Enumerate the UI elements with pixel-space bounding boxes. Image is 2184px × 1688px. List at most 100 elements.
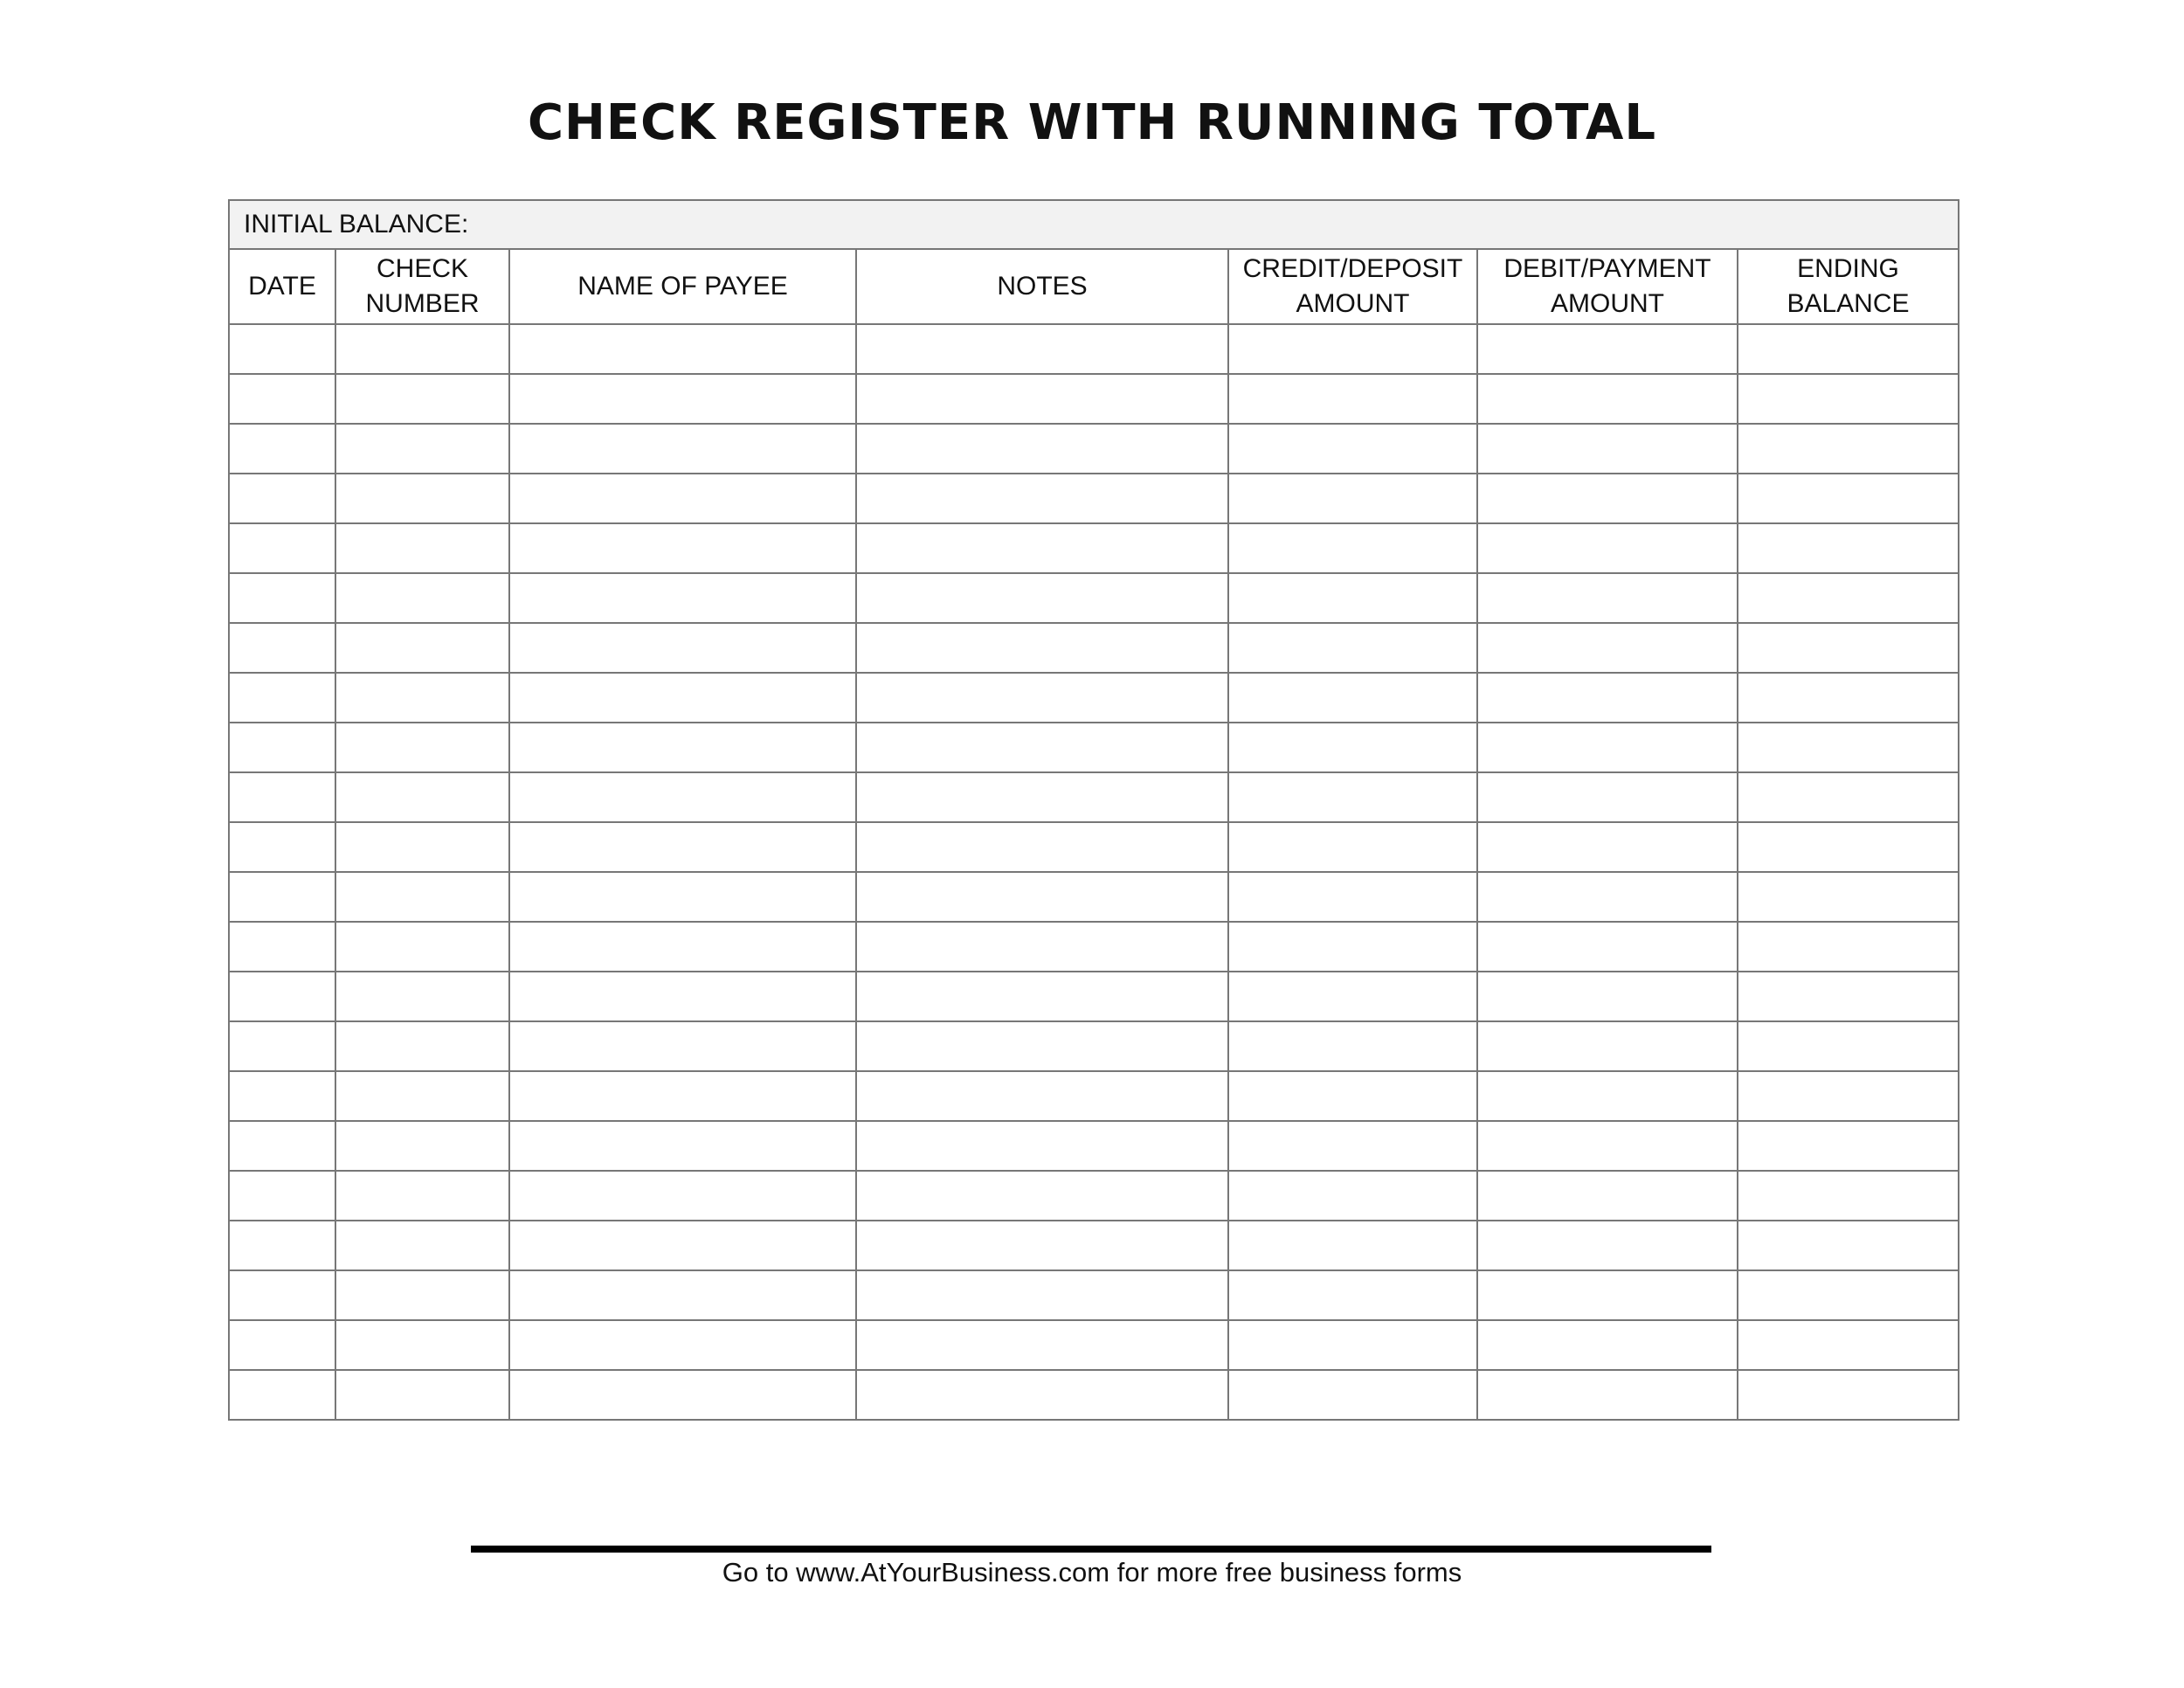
table-cell[interactable]: [1736, 1070, 1960, 1122]
table-cell[interactable]: [335, 821, 510, 873]
table-cell[interactable]: [508, 323, 857, 375]
table-cell[interactable]: [855, 1319, 1229, 1371]
table-cell[interactable]: [1736, 871, 1960, 923]
table-cell[interactable]: [1476, 821, 1738, 873]
table-cell[interactable]: [855, 1070, 1229, 1122]
table-cell[interactable]: [335, 722, 510, 773]
table-cell[interactable]: [335, 622, 510, 674]
table-cell[interactable]: [1736, 572, 1960, 624]
table-cell[interactable]: [1227, 1220, 1478, 1271]
table-cell[interactable]: [228, 373, 336, 425]
table-cell[interactable]: [855, 622, 1229, 674]
table-cell[interactable]: [228, 323, 336, 375]
table-cell[interactable]: [1227, 771, 1478, 823]
table-cell[interactable]: [1227, 821, 1478, 873]
table-cell[interactable]: [508, 473, 857, 524]
table-cell[interactable]: [855, 572, 1229, 624]
table-cell[interactable]: [228, 423, 336, 474]
initial-balance-cell[interactable]: INITIAL BALANCE:: [227, 199, 1960, 250]
table-cell[interactable]: [1227, 871, 1478, 923]
table-cell[interactable]: [228, 1220, 336, 1271]
table-cell[interactable]: [1736, 1319, 1960, 1371]
table-cell[interactable]: [228, 572, 336, 624]
table-cell[interactable]: [1736, 423, 1960, 474]
table-cell[interactable]: [855, 1369, 1229, 1421]
table-cell[interactable]: [855, 921, 1229, 972]
table-cell[interactable]: [1476, 771, 1738, 823]
table-cell[interactable]: [508, 1020, 857, 1072]
table-cell[interactable]: [1476, 672, 1738, 723]
table-cell[interactable]: [335, 423, 510, 474]
table-cell[interactable]: [855, 1120, 1229, 1172]
table-cell[interactable]: [228, 771, 336, 823]
table-cell[interactable]: [228, 1319, 336, 1371]
table-cell[interactable]: [335, 522, 510, 574]
table-cell[interactable]: [1227, 373, 1478, 425]
table-cell[interactable]: [1227, 423, 1478, 474]
table-cell[interactable]: [335, 1319, 510, 1371]
table-cell[interactable]: [508, 821, 857, 873]
table-cell[interactable]: [1736, 1269, 1960, 1321]
table-cell[interactable]: [508, 1319, 857, 1371]
table-cell[interactable]: [508, 771, 857, 823]
table-cell[interactable]: [1736, 771, 1960, 823]
table-cell[interactable]: [1476, 1020, 1738, 1072]
table-cell[interactable]: [1227, 473, 1478, 524]
table-cell[interactable]: [855, 771, 1229, 823]
table-cell[interactable]: [1476, 622, 1738, 674]
table-cell[interactable]: [335, 1369, 510, 1421]
table-cell[interactable]: [855, 1269, 1229, 1321]
table-cell[interactable]: [228, 722, 336, 773]
table-cell[interactable]: [1227, 722, 1478, 773]
table-cell[interactable]: [228, 1269, 336, 1321]
table-cell[interactable]: [508, 971, 857, 1022]
table-cell[interactable]: [1736, 323, 1960, 375]
table-cell[interactable]: [508, 572, 857, 624]
table-cell[interactable]: [855, 722, 1229, 773]
table-cell[interactable]: [1227, 572, 1478, 624]
table-cell[interactable]: [1227, 1170, 1478, 1221]
table-cell[interactable]: [1476, 572, 1738, 624]
table-cell[interactable]: [1736, 373, 1960, 425]
table-cell[interactable]: [855, 1170, 1229, 1221]
table-cell[interactable]: [1476, 1070, 1738, 1122]
table-cell[interactable]: [335, 323, 510, 375]
table-cell[interactable]: [1227, 1020, 1478, 1072]
table-cell[interactable]: [1476, 722, 1738, 773]
table-cell[interactable]: [1227, 323, 1478, 375]
table-cell[interactable]: [1476, 1120, 1738, 1172]
table-cell[interactable]: [855, 1220, 1229, 1271]
table-cell[interactable]: [1476, 1319, 1738, 1371]
table-cell[interactable]: [1476, 323, 1738, 375]
table-cell[interactable]: [1227, 1269, 1478, 1321]
table-cell[interactable]: [855, 373, 1229, 425]
table-cell[interactable]: [335, 1020, 510, 1072]
table-cell[interactable]: [228, 921, 336, 972]
table-cell[interactable]: [335, 572, 510, 624]
table-cell[interactable]: [855, 821, 1229, 873]
table-cell[interactable]: [228, 672, 336, 723]
table-cell[interactable]: [335, 871, 510, 923]
table-cell[interactable]: [1227, 672, 1478, 723]
table-cell[interactable]: [335, 971, 510, 1022]
table-cell[interactable]: [228, 622, 336, 674]
table-cell[interactable]: [335, 1170, 510, 1221]
table-cell[interactable]: [508, 1070, 857, 1122]
table-cell[interactable]: [508, 1369, 857, 1421]
table-cell[interactable]: [1227, 1319, 1478, 1371]
table-cell[interactable]: [1227, 1120, 1478, 1172]
table-cell[interactable]: [1227, 522, 1478, 574]
table-cell[interactable]: [335, 1120, 510, 1172]
table-cell[interactable]: [335, 1269, 510, 1321]
table-cell[interactable]: [228, 871, 336, 923]
table-cell[interactable]: [335, 1070, 510, 1122]
table-cell[interactable]: [1736, 722, 1960, 773]
table-cell[interactable]: [1736, 1369, 1960, 1421]
table-cell[interactable]: [228, 821, 336, 873]
table-cell[interactable]: [1736, 622, 1960, 674]
table-cell[interactable]: [508, 622, 857, 674]
table-cell[interactable]: [855, 473, 1229, 524]
table-cell[interactable]: [508, 871, 857, 923]
table-cell[interactable]: [1736, 921, 1960, 972]
table-cell[interactable]: [228, 1020, 336, 1072]
